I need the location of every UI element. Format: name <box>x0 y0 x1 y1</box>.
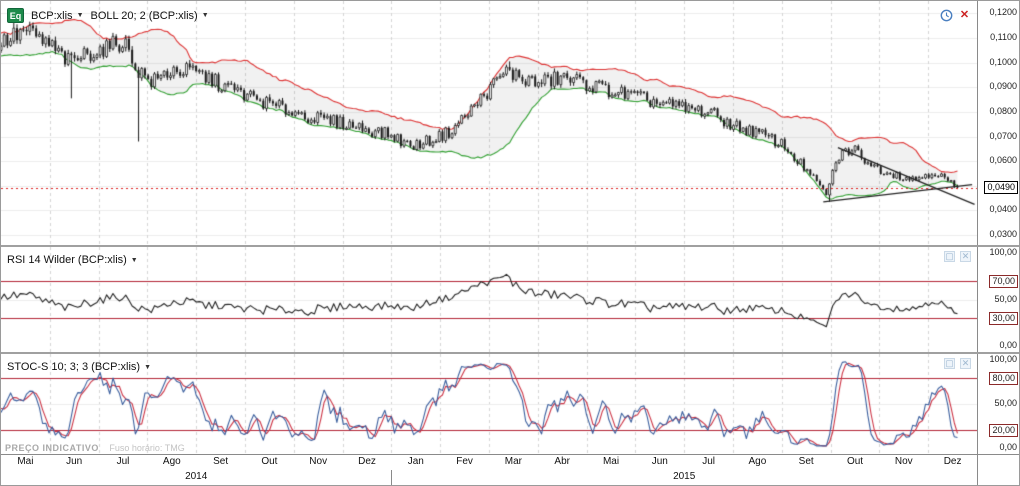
month-label: Dez <box>358 456 376 467</box>
axis-corner <box>977 455 1019 470</box>
main-chart-panel: Eq BCP:xlis ▼ BOLL 20; 2 (BCP:xlis) ▼ <box>1 1 1019 245</box>
stochastic-indicator-selector[interactable]: STOC-S 10; 3; 3 (BCP:xlis) ▼ <box>7 361 151 373</box>
axis-tick-label: 0,1100 <box>990 31 1017 42</box>
month-label: Jul <box>702 456 715 467</box>
rsi-indicator-selector[interactable]: RSI 14 Wilder (BCP:xlis) ▼ <box>7 254 138 266</box>
axis-tick-label: 0,1000 <box>989 56 1017 67</box>
level-value-badge: 30,00 <box>989 312 1018 326</box>
month-label: Mai <box>602 456 620 467</box>
main-panel-controls: ✕ <box>940 9 971 22</box>
chevron-down-icon: ▼ <box>144 363 151 371</box>
year-label: 2014 <box>185 471 208 482</box>
month-label: Jun <box>66 456 83 467</box>
month-label: Set <box>213 456 229 467</box>
last-price-badge: 0,0490 <box>984 181 1018 195</box>
axis-tick-label: 0,0900 <box>989 81 1017 92</box>
stochastic-panel-header: STOC-S 10; 3; 3 (BCP:xlis) ▼ <box>7 361 151 373</box>
month-label: Fev <box>456 456 473 467</box>
axis-tick-label: 100,00 <box>989 354 1017 364</box>
main-panel-header: Eq BCP:xlis ▼ BOLL 20; 2 (BCP:xlis) ▼ <box>7 8 209 23</box>
axis-tick-label: 0,1200 <box>989 7 1017 18</box>
stochastic-label: STOC-S 10; 3; 3 (BCP:xlis) <box>7 361 141 373</box>
equity-badge: Eq <box>7 8 24 23</box>
axis-tick-label: 50,00 <box>994 398 1017 408</box>
footer-note: PREÇO INDICATIVO Fuso horário: TMG <box>5 443 185 453</box>
axis-tick-label: 0,00 <box>999 442 1017 452</box>
rsi-plot-area: RSI 14 Wilder (BCP:xlis) ▼ ▢ ✕ <box>1 247 977 352</box>
axis-tick-label: 50,00 <box>994 293 1017 304</box>
symbol-label: BCP:xlis <box>31 9 73 22</box>
close-icon[interactable]: ✕ <box>960 251 971 262</box>
month-label: Mar <box>504 456 523 467</box>
chevron-down-icon: ▼ <box>130 256 138 264</box>
close-icon[interactable]: ✕ <box>960 358 971 369</box>
main-chart-canvas[interactable] <box>1 1 977 245</box>
axis-tick-label: 0,0700 <box>989 130 1017 141</box>
axis-tick-label: 0,00 <box>999 340 1017 350</box>
month-label: Jan <box>407 456 424 467</box>
stochastic-canvas[interactable] <box>1 354 977 454</box>
price-indicative-label: PREÇO INDICATIVO <box>5 443 99 453</box>
year-label: 2015 <box>673 471 696 482</box>
month-label: Abr <box>554 456 570 467</box>
axis-tick-label: 100,00 <box>989 247 1017 257</box>
rsi-scale[interactable]: 100,00 70,00 50,00 30,00 0,00 <box>977 247 1019 352</box>
rsi-label: RSI 14 Wilder (BCP:xlis) <box>7 254 127 266</box>
rsi-panel-header: RSI 14 Wilder (BCP:xlis) ▼ <box>7 254 138 266</box>
stochastic-panel-controls: ▢ ✕ <box>944 358 971 369</box>
main-plot-area: Eq BCP:xlis ▼ BOLL 20; 2 (BCP:xlis) ▼ <box>1 1 977 245</box>
month-axis[interactable]: Mai Jun Jul Ago Set Out Nov Dez Jan Fev Mar Abr Mai J… <box>1 455 977 470</box>
rsi-panel-controls: ▢ ✕ <box>944 251 971 262</box>
timezone-label: Fuso horário: TMG <box>109 443 185 453</box>
month-label: Set <box>798 456 814 467</box>
restore-icon[interactable]: ▢ <box>944 251 955 262</box>
month-label: Ago <box>162 456 181 467</box>
year-axis: 2014 2015 <box>1 470 977 485</box>
month-label: Out <box>261 456 278 467</box>
symbol-selector[interactable]: BCP:xlis ▼ <box>31 10 84 22</box>
month-label: Ago <box>748 456 767 467</box>
month-label: Out <box>846 456 864 467</box>
time-axis-years: 2014 2015 <box>1 470 1019 485</box>
month-label: Dez <box>943 456 962 467</box>
indicator-selector[interactable]: BOLL 20; 2 (BCP:xlis) ▼ <box>91 10 209 22</box>
time-axis-months: Mai Jun Jul Ago Set Out Nov Dez Jan Fev Mar Abr Mai J… <box>1 454 1019 470</box>
year-divider <box>391 470 393 485</box>
stochastic-scale[interactable]: 100,00 80,00 50,00 20,00 0,00 <box>977 354 1019 454</box>
month-label: Nov <box>309 456 328 467</box>
axis-tick-label: 0,0300 <box>989 229 1017 240</box>
level-value-badge: 20,00 <box>989 424 1018 438</box>
axis-tick-label: 0,0800 <box>989 105 1017 116</box>
stochastic-plot-area: STOC-S 10; 3; 3 (BCP:xlis) ▼ ▢ ✕ PREÇO I… <box>1 354 977 454</box>
chevron-down-icon: ▼ <box>201 12 209 19</box>
stochastic-panel: STOC-S 10; 3; 3 (BCP:xlis) ▼ ▢ ✕ PREÇO I… <box>1 352 1019 454</box>
axis-tick-label: 0,0400 <box>989 204 1017 215</box>
month-label: Nov <box>894 456 913 467</box>
axis-corner <box>977 470 1019 485</box>
rsi-canvas[interactable] <box>1 247 977 352</box>
level-value-badge: 80,00 <box>989 371 1018 385</box>
month-label: Jun <box>651 456 668 467</box>
price-scale[interactable]: 0,0490 0,1200 0,1100 0,1000 0,0900 0,0800 0,0… <box>977 1 1019 245</box>
level-value-badge: 70,00 <box>989 274 1018 288</box>
rsi-panel: RSI 14 Wilder (BCP:xlis) ▼ ▢ ✕ 100,00 70,… <box>1 245 1019 352</box>
month-label: Jul <box>116 456 130 467</box>
clock-icon[interactable] <box>940 9 953 22</box>
chevron-down-icon: ▼ <box>76 12 84 19</box>
indicator-label: BOLL 20; 2 (BCP:xlis) <box>90 9 198 22</box>
month-label: Mai <box>17 456 34 467</box>
close-icon[interactable]: ✕ <box>959 9 970 21</box>
axis-tick-label: 0,0600 <box>989 155 1017 166</box>
restore-icon[interactable]: ▢ <box>944 358 955 369</box>
